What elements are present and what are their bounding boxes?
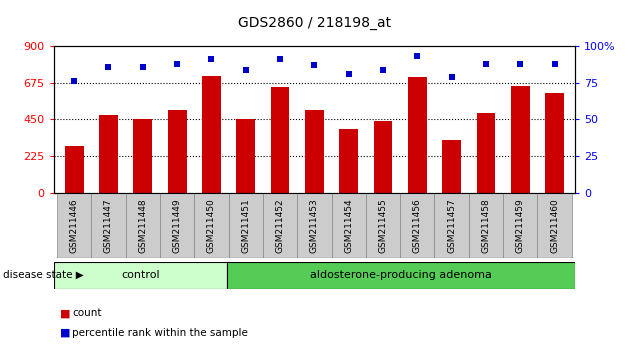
Text: GSM211452: GSM211452: [275, 198, 285, 253]
Point: [69, 79, 79, 84]
Bar: [263, 193, 297, 258]
Text: GSM211450: GSM211450: [207, 198, 216, 253]
Text: GSM211460: GSM211460: [550, 198, 559, 253]
Bar: [236, 119, 255, 193]
Text: GSM211446: GSM211446: [70, 198, 79, 253]
Bar: [202, 76, 221, 193]
Text: GSM211447: GSM211447: [104, 198, 113, 253]
Bar: [297, 193, 331, 258]
Text: ■: ■: [60, 308, 71, 318]
Bar: [545, 93, 564, 193]
Bar: [65, 147, 84, 193]
Bar: [400, 193, 435, 258]
Point: [549, 61, 559, 67]
Bar: [408, 77, 427, 193]
Bar: [271, 87, 290, 193]
Text: ■: ■: [60, 328, 71, 338]
Bar: [99, 115, 118, 193]
Text: GSM211454: GSM211454: [344, 198, 353, 253]
Bar: [374, 121, 392, 193]
Bar: [537, 193, 572, 258]
Point: [172, 61, 182, 67]
Bar: [442, 140, 461, 193]
Bar: [125, 193, 160, 258]
Point: [275, 56, 285, 62]
Bar: [134, 119, 152, 193]
Text: count: count: [72, 308, 102, 318]
Bar: [194, 193, 229, 258]
Bar: [503, 193, 537, 258]
Text: GSM211453: GSM211453: [310, 198, 319, 253]
Text: GSM211455: GSM211455: [379, 198, 387, 253]
Bar: [168, 110, 186, 193]
Bar: [57, 193, 91, 258]
Bar: [54, 262, 227, 289]
Text: control: control: [121, 270, 160, 280]
Bar: [331, 193, 366, 258]
Point: [412, 53, 422, 59]
Text: GSM211458: GSM211458: [481, 198, 491, 253]
Bar: [476, 113, 495, 193]
Text: GSM211451: GSM211451: [241, 198, 250, 253]
Bar: [469, 193, 503, 258]
Point: [515, 61, 525, 67]
Text: aldosterone-producing adenoma: aldosterone-producing adenoma: [311, 270, 492, 280]
Bar: [227, 262, 575, 289]
Point: [241, 67, 251, 72]
Bar: [435, 193, 469, 258]
Point: [207, 56, 217, 62]
Point: [309, 62, 319, 68]
Bar: [91, 193, 125, 258]
Text: GSM211456: GSM211456: [413, 198, 422, 253]
Text: GSM211459: GSM211459: [516, 198, 525, 253]
Point: [378, 67, 388, 72]
Text: GDS2860 / 218198_at: GDS2860 / 218198_at: [238, 16, 392, 30]
Text: disease state ▶: disease state ▶: [3, 270, 84, 280]
Text: GSM211449: GSM211449: [173, 198, 181, 253]
Bar: [511, 86, 530, 193]
Text: percentile rank within the sample: percentile rank within the sample: [72, 328, 248, 338]
Bar: [229, 193, 263, 258]
Point: [138, 64, 148, 69]
Text: GSM211448: GSM211448: [138, 198, 147, 253]
Bar: [339, 129, 358, 193]
Bar: [366, 193, 400, 258]
Point: [447, 74, 457, 80]
Bar: [305, 110, 324, 193]
Point: [103, 64, 113, 69]
Bar: [160, 193, 194, 258]
Point: [343, 71, 353, 77]
Point: [481, 61, 491, 67]
Text: GSM211457: GSM211457: [447, 198, 456, 253]
